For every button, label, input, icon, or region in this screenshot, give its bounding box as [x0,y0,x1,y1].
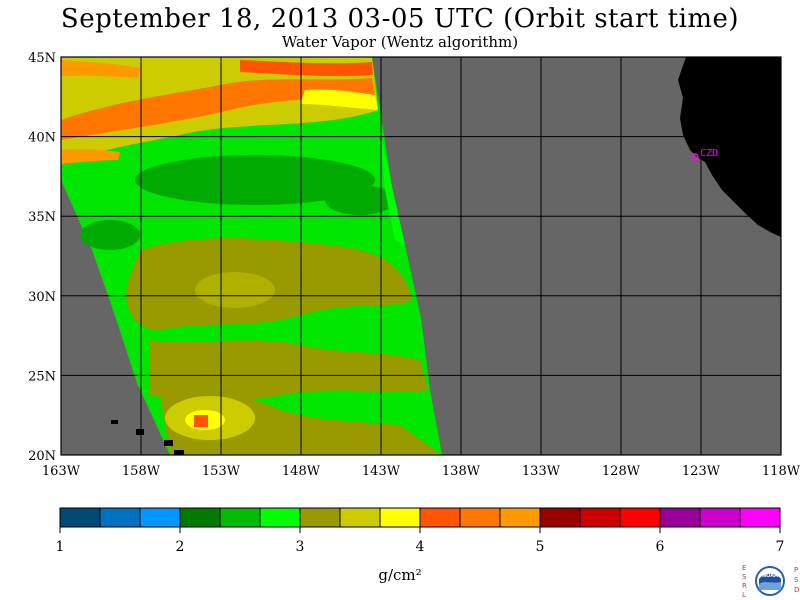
logo-letter: L [742,591,746,599]
map-border [60,56,782,456]
colorbar-swatch [179,507,221,528]
colorbar-swatch [379,507,421,528]
swath-layer [61,57,442,455]
colorbar-tick-label: 1 [56,539,65,555]
lon-tick-label: 153W [202,464,241,479]
station-czd-marker: CZD [691,148,718,161]
island-hawaii [174,450,184,455]
lon-tick-label: 118W [762,464,800,479]
land-california [678,57,781,237]
dark-green-patch [135,155,375,205]
lon-tick-label: 138W [442,464,481,479]
colorbar-swatch [619,507,661,528]
colorbar-swatch [339,507,381,528]
island-oahu [136,429,144,435]
logo-right-letters: PSD [794,566,799,594]
logo-noaa-text: NOAA [762,573,778,579]
lon-tick-label: 123W [682,464,721,479]
logo-letter: P [794,566,798,574]
logo-letter: R [742,582,747,590]
orange-band [61,78,375,140]
colorbar-unit-label: g/cm² [378,566,422,584]
map-title: September 18, 2013 03-05 UTC (Orbit star… [60,4,740,34]
colorbar-swatch [499,507,541,528]
lat-tick-label: 40N [28,131,56,146]
lon-tick-label: 148W [282,464,321,479]
lon-tick-label: 128W [602,464,641,479]
lon-tick-label: 133W [522,464,561,479]
island-kauai [111,420,118,424]
lon-tick-label: 143W [362,464,401,479]
colorbar-swatch [139,507,181,528]
colorbar-swatch [459,507,501,528]
island-maui [164,440,173,446]
colorbar-tick-label: 7 [776,539,785,555]
colorbar-swatch [739,507,781,528]
colorbar-tick-label: 4 [416,539,425,555]
colorbar-swatch [59,507,101,528]
colorbar-swatch [219,507,261,528]
lon-tick-label: 163W [42,464,81,479]
lat-tick-label: 20N [28,449,56,464]
colorbar-tick-label: 2 [176,539,185,555]
colorbar-swatch [419,507,461,528]
colorbar-swatch [99,507,141,528]
colorbar-swatch [259,507,301,528]
lon-tick-label: 158W [122,464,161,479]
colorbar-tick-label: 3 [296,539,305,555]
colorbar-swatch [539,507,581,528]
colorbar-tick-label: 5 [536,539,545,555]
map-subtitle: Water Vapor (Wentz algorithm) [281,33,519,51]
logo-letter: S [742,573,747,581]
station-label: CZD [700,148,718,159]
colorbar-swatch [659,507,701,528]
lat-tick-label: 45N [28,51,56,66]
logo-letter: S [794,576,799,584]
colorbar-swatch [579,507,621,528]
logo-letter: E [742,564,746,572]
lat-tick-label: 30N [28,290,56,305]
lat-tick-label: 35N [28,210,56,225]
colorbar: 1 2 3 4 5 6 7 [56,507,785,555]
orange-spot [194,415,208,427]
colorbar-swatch [299,507,341,528]
colorbar-swatch [699,507,741,528]
lat-tick-label: 25N [28,369,56,384]
logo-letter: D [794,586,799,594]
colorbar-tick-label: 6 [656,539,665,555]
